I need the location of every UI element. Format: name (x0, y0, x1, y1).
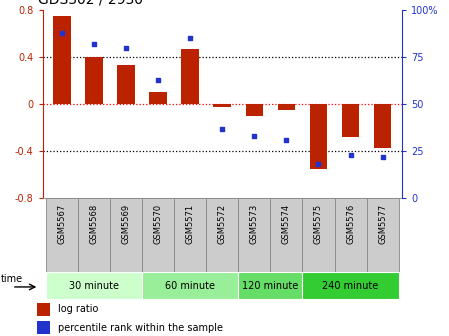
Bar (46, 272, 142, 299)
Point (154, 77, 162, 82)
Bar (374, 104, 392, 148)
Text: GSM5568: GSM5568 (89, 204, 98, 244)
Text: 240 minute: 240 minute (322, 281, 379, 291)
Text: GSM5567: GSM5567 (57, 204, 66, 244)
Bar (149, 92, 167, 104)
Bar (37, 321, 50, 334)
Text: GDS302 / 2930: GDS302 / 2930 (38, 0, 143, 7)
Bar (246, 104, 263, 116)
Point (90, 41, 97, 47)
Bar (85, 57, 103, 104)
Text: percentile rank within the sample: percentile rank within the sample (57, 323, 223, 333)
Bar (238, 272, 303, 299)
Bar (238, 198, 270, 272)
Bar (110, 198, 142, 272)
Text: GSM5571: GSM5571 (186, 204, 195, 244)
Bar (277, 104, 295, 110)
Text: GSM5576: GSM5576 (346, 204, 355, 244)
Bar (342, 104, 359, 137)
Bar (53, 16, 71, 104)
Bar (213, 104, 231, 107)
Point (123, 45, 130, 50)
Bar (310, 104, 327, 169)
Bar (117, 65, 135, 104)
Point (58, 30, 66, 35)
Bar (366, 198, 399, 272)
Point (187, 36, 194, 41)
Bar (335, 198, 366, 272)
Text: time: time (1, 274, 23, 284)
Text: GSM5577: GSM5577 (378, 204, 387, 244)
Text: 60 minute: 60 minute (165, 281, 215, 291)
Bar (181, 49, 199, 104)
Text: GSM5570: GSM5570 (154, 204, 163, 244)
Point (379, 154, 386, 160)
Text: log ratio: log ratio (57, 304, 98, 314)
Bar (78, 198, 110, 272)
Bar (174, 198, 206, 272)
Point (315, 162, 322, 167)
Bar (142, 198, 174, 272)
Text: GSM5569: GSM5569 (122, 204, 131, 244)
Text: 120 minute: 120 minute (242, 281, 299, 291)
Point (347, 152, 354, 158)
Bar (37, 303, 50, 316)
Bar (303, 198, 335, 272)
Bar (142, 272, 238, 299)
Text: GSM5574: GSM5574 (282, 204, 291, 244)
Bar (303, 272, 399, 299)
Bar (46, 198, 78, 272)
Point (251, 133, 258, 139)
Text: GSM5573: GSM5573 (250, 204, 259, 244)
Point (219, 126, 226, 131)
Text: GSM5572: GSM5572 (218, 204, 227, 244)
Point (283, 137, 290, 142)
Text: GSM5575: GSM5575 (314, 204, 323, 244)
Text: 30 minute: 30 minute (69, 281, 119, 291)
Bar (270, 198, 303, 272)
Bar (206, 198, 238, 272)
